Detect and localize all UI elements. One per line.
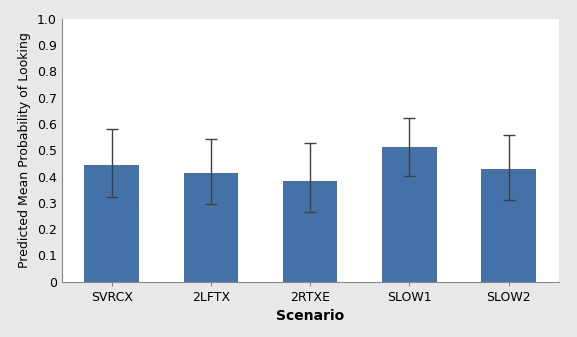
Y-axis label: Predicted Mean Probability of Looking: Predicted Mean Probability of Looking — [18, 32, 32, 268]
X-axis label: Scenario: Scenario — [276, 309, 344, 323]
Bar — [183, 173, 238, 282]
Bar — [481, 169, 536, 282]
Bar — [283, 181, 338, 282]
Bar — [84, 165, 139, 282]
Bar — [382, 147, 437, 282]
